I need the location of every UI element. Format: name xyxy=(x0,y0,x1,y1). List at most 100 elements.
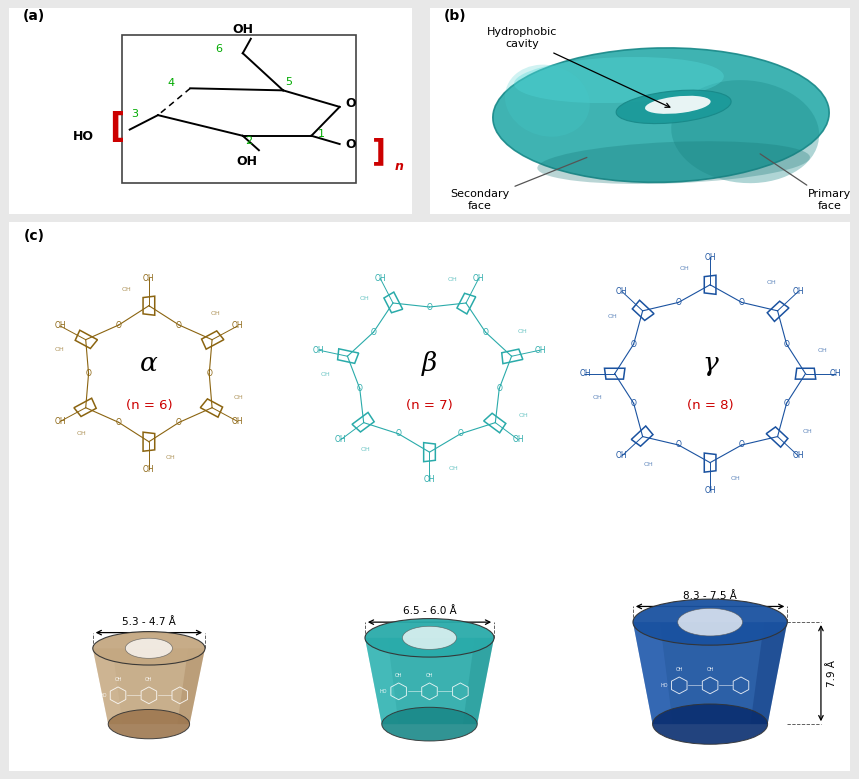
Text: OH: OH xyxy=(608,314,618,319)
Text: 5.3 - 4.7 Å: 5.3 - 4.7 Å xyxy=(122,617,176,627)
Text: OH: OH xyxy=(643,462,654,467)
Ellipse shape xyxy=(671,80,819,183)
Text: (n = 7): (n = 7) xyxy=(406,399,453,411)
Text: O: O xyxy=(675,440,681,449)
Text: O: O xyxy=(176,320,182,330)
Text: O: O xyxy=(458,429,464,439)
Text: OH: OH xyxy=(335,435,346,444)
Text: O: O xyxy=(356,384,362,393)
Text: OH: OH xyxy=(704,253,716,262)
Text: HO: HO xyxy=(73,130,94,143)
Text: OH: OH xyxy=(448,277,457,281)
Polygon shape xyxy=(93,648,205,724)
Text: OH: OH xyxy=(704,485,716,495)
Text: 6.5 - 6.0 Å: 6.5 - 6.0 Å xyxy=(403,606,456,616)
Text: α: α xyxy=(140,351,158,375)
Text: OH: OH xyxy=(359,296,369,301)
Text: OH: OH xyxy=(616,287,628,296)
Polygon shape xyxy=(633,622,673,724)
Text: OH: OH xyxy=(320,372,331,377)
Text: OH: OH xyxy=(802,428,813,433)
Text: O: O xyxy=(116,418,122,427)
Text: 2: 2 xyxy=(245,136,252,146)
Ellipse shape xyxy=(645,96,710,114)
Text: 5: 5 xyxy=(285,77,292,87)
Text: OH: OH xyxy=(679,266,690,271)
Text: OH: OH xyxy=(233,396,243,400)
Text: OH: OH xyxy=(513,435,524,444)
Text: OH: OH xyxy=(767,280,777,285)
Text: 3: 3 xyxy=(131,109,137,119)
Text: OH: OH xyxy=(54,417,66,426)
Text: OH: OH xyxy=(375,273,386,283)
FancyBboxPatch shape xyxy=(4,5,417,217)
Text: OH: OH xyxy=(706,667,714,671)
Text: OH: OH xyxy=(593,395,603,400)
Text: OH: OH xyxy=(793,452,804,460)
Text: 1: 1 xyxy=(318,129,325,139)
Ellipse shape xyxy=(653,704,768,744)
Text: OH: OH xyxy=(55,347,64,352)
Text: OH: OH xyxy=(360,447,370,453)
Text: OH: OH xyxy=(426,673,433,678)
Text: OH: OH xyxy=(829,369,841,378)
Text: OH: OH xyxy=(211,312,221,316)
Ellipse shape xyxy=(381,707,478,741)
Polygon shape xyxy=(93,648,123,724)
Text: O: O xyxy=(739,440,745,449)
Text: n: n xyxy=(394,160,403,173)
Text: O: O xyxy=(675,298,681,307)
Polygon shape xyxy=(633,622,787,724)
Text: O: O xyxy=(427,302,432,312)
Text: HO: HO xyxy=(380,689,387,694)
Text: (n = 6): (n = 6) xyxy=(125,399,172,411)
Text: OH: OH xyxy=(534,346,546,354)
Polygon shape xyxy=(365,638,494,724)
Text: OH: OH xyxy=(731,476,740,481)
Text: HO: HO xyxy=(661,683,668,688)
Ellipse shape xyxy=(125,638,173,658)
Text: OH: OH xyxy=(313,346,325,354)
Text: Hydrophobic
cavity: Hydrophobic cavity xyxy=(487,27,670,108)
Text: O: O xyxy=(497,384,503,393)
Ellipse shape xyxy=(493,48,829,182)
FancyBboxPatch shape xyxy=(4,218,855,775)
Ellipse shape xyxy=(616,90,731,124)
Polygon shape xyxy=(751,622,787,724)
Text: OH: OH xyxy=(232,322,243,330)
Ellipse shape xyxy=(537,141,810,184)
Text: OH: OH xyxy=(423,475,436,484)
Text: OH: OH xyxy=(114,677,122,682)
Text: O: O xyxy=(395,429,401,439)
Text: (a): (a) xyxy=(22,9,45,23)
Ellipse shape xyxy=(678,608,742,636)
Text: O: O xyxy=(783,340,789,349)
Ellipse shape xyxy=(505,65,590,137)
Text: OH: OH xyxy=(395,673,402,678)
Ellipse shape xyxy=(514,57,724,103)
Text: OH: OH xyxy=(54,322,66,330)
Text: 6: 6 xyxy=(216,44,222,55)
Ellipse shape xyxy=(633,599,787,645)
Text: 7.9 Å: 7.9 Å xyxy=(826,660,837,686)
Text: OH: OH xyxy=(675,667,683,671)
Text: O: O xyxy=(116,320,122,330)
Text: O: O xyxy=(631,399,637,407)
Text: 4: 4 xyxy=(167,78,174,88)
Text: (n = 8): (n = 8) xyxy=(687,399,734,411)
Text: (c): (c) xyxy=(24,229,45,243)
Text: OH: OH xyxy=(232,417,243,426)
Text: OH: OH xyxy=(793,287,804,296)
Text: OH: OH xyxy=(236,155,258,167)
Ellipse shape xyxy=(108,710,190,738)
Ellipse shape xyxy=(93,632,205,665)
Text: O: O xyxy=(86,369,92,378)
FancyBboxPatch shape xyxy=(425,5,855,217)
Text: O: O xyxy=(345,97,356,110)
Polygon shape xyxy=(365,638,399,724)
Text: 8.3 - 7.5 Å: 8.3 - 7.5 Å xyxy=(683,590,737,601)
Text: Primary
face: Primary face xyxy=(760,153,851,211)
Text: OH: OH xyxy=(143,273,155,283)
Text: Secondary
face: Secondary face xyxy=(450,157,587,211)
Text: OH: OH xyxy=(473,273,484,283)
